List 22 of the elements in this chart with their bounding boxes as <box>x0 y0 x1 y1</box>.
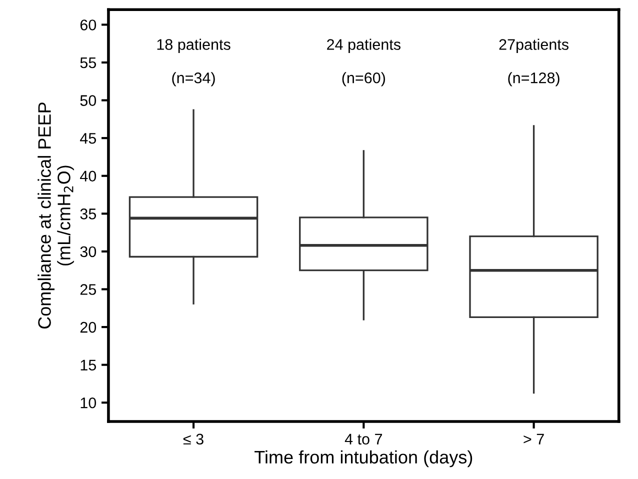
x-tick-label: ≤ 3 <box>183 434 204 445</box>
annotation: (n=128) <box>508 72 560 86</box>
y-tick-label: 25 <box>80 284 96 295</box>
annotation: 24 patients <box>327 38 400 53</box>
y-tick-label: 10 <box>80 397 96 408</box>
y-tick-label: 20 <box>80 322 96 333</box>
y-tick-label: 60 <box>80 20 96 30</box>
y-axis-title: Compliance at clinical PEEP (mL/cmH$_{2}$O) <box>38 102 74 329</box>
y-tick-label: 50 <box>80 95 96 106</box>
y-tick-label: 30 <box>80 246 96 258</box>
y-tick-label: 55 <box>80 58 96 68</box>
x-tick-label: 4 to 7 <box>344 434 382 445</box>
annotation: (n=60) <box>342 72 386 86</box>
y-tick-label: 15 <box>80 360 96 371</box>
y-tick-label: 40 <box>80 170 96 182</box>
y-tick-label: 45 <box>80 133 96 144</box>
y-tick-label: 35 <box>80 208 96 220</box>
annotation: (n=34) <box>172 72 215 86</box>
annotation: 18 patients <box>157 38 230 53</box>
x-tick-label: > 7 <box>524 434 544 444</box>
annotation: 27patients <box>499 38 568 53</box>
x-axis-title: Time from intubation (days) <box>254 450 472 468</box>
